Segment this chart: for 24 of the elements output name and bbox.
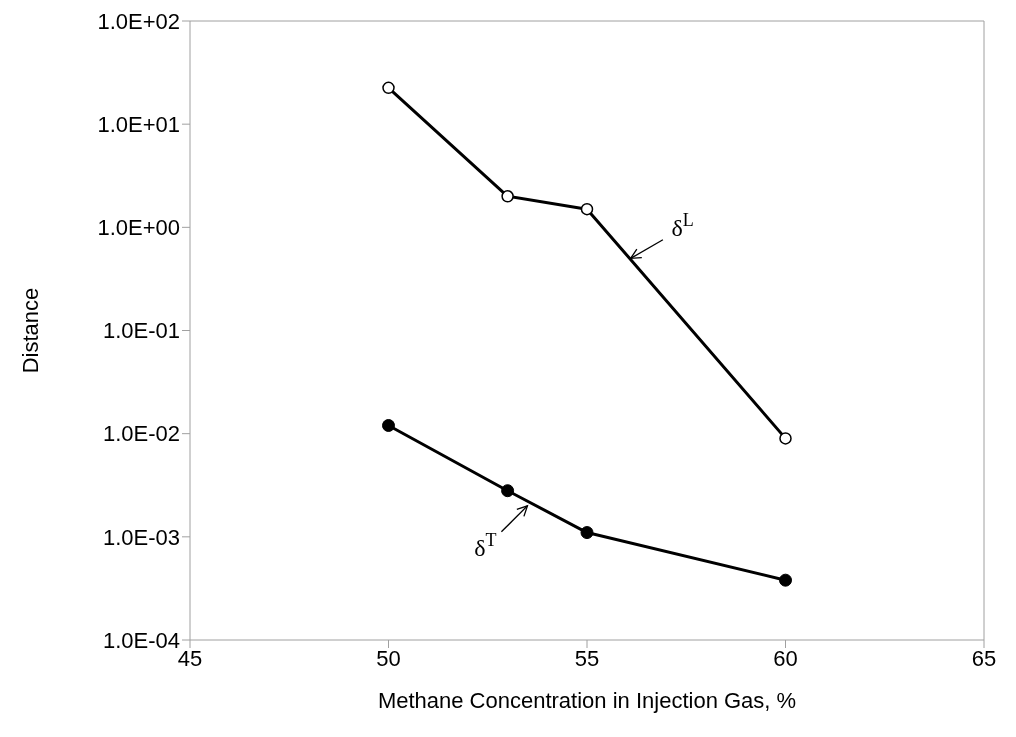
y-tick-label: 1.0E+01 bbox=[97, 111, 180, 137]
point bbox=[580, 526, 594, 540]
x-tick-label: 55 bbox=[574, 645, 600, 671]
point bbox=[382, 419, 395, 432]
point bbox=[501, 190, 514, 203]
y-axis-title: Distance bbox=[17, 287, 43, 374]
x-tick-label: 65 bbox=[971, 645, 997, 671]
point bbox=[580, 202, 594, 216]
x-tick-label: 45 bbox=[177, 645, 203, 671]
y-tick-label: 1.0E+02 bbox=[97, 8, 180, 34]
annotation: δ$^{T}$ bbox=[474, 529, 497, 561]
x-axis-title: Methane Concentration in Injection Gas, % bbox=[377, 688, 797, 713]
point bbox=[779, 573, 792, 587]
y-tick-label: 1.0E-03 bbox=[102, 524, 180, 550]
x-tick-label: 50 bbox=[376, 645, 401, 671]
y-tick-label: 1.0E-01 bbox=[102, 318, 180, 344]
point bbox=[779, 432, 792, 445]
y-tick-label: 1.0E-02 bbox=[102, 421, 180, 447]
point bbox=[501, 484, 515, 498]
point bbox=[382, 81, 395, 95]
y-tick-label: 1.0E+00 bbox=[97, 215, 180, 241]
annotation: δ$^{L}$ bbox=[671, 210, 694, 242]
x-tick-label: 60 bbox=[773, 645, 798, 671]
y-tick-label: 1.0E-04 bbox=[102, 627, 180, 653]
